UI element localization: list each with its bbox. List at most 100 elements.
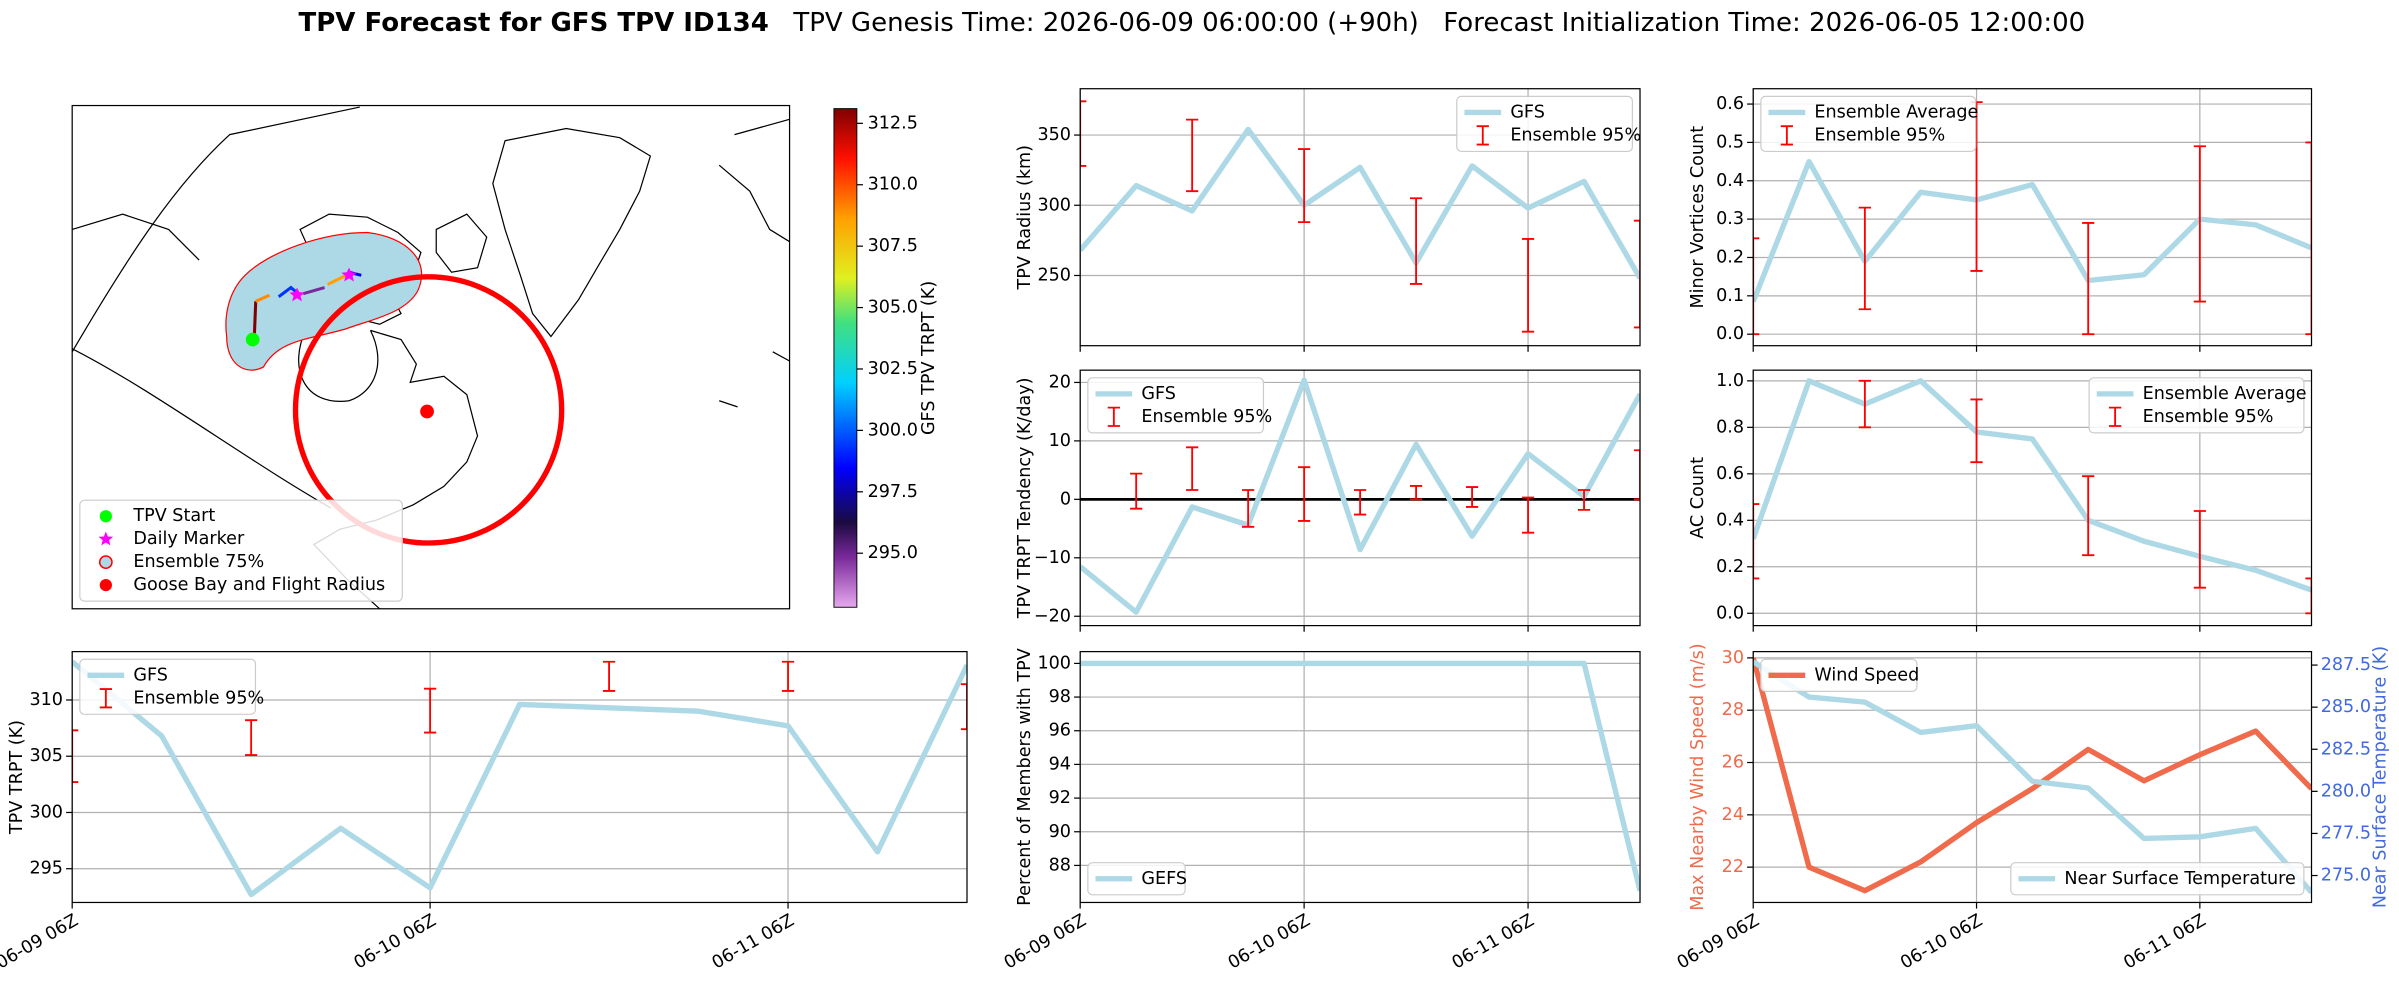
y-tick-label: 10 (1049, 431, 1071, 451)
x-tick-label: 06-09 06Z (1674, 911, 1763, 974)
x-tick-label: 06-11 06Z (1449, 911, 1538, 974)
error-bar (2082, 222, 2095, 336)
y-tick-label: 98 (1049, 687, 1071, 707)
plot-frame (1079, 88, 1641, 347)
y-tick-label: 285.0 (2321, 697, 2371, 717)
y-tick-label: 22 (1722, 857, 1744, 877)
panel: 06-09 06Z 06-10 06Z 06-11 06Z 295 300 305 310T… (0, 650, 968, 973)
error-bar (1633, 449, 1641, 501)
legend-label: Near Surface Temperature (2064, 869, 2295, 889)
plot-area (1080, 651, 1641, 903)
colorbar-tick-label: 295.0 (868, 543, 918, 563)
series-line (1753, 158, 2312, 303)
legend-label: Ensemble Average (1814, 102, 1978, 122)
legend-swatch (2108, 406, 2122, 427)
error-bar (1298, 148, 1311, 224)
error-bar (72, 729, 79, 784)
series-line (1753, 657, 2312, 894)
plot-frame (1079, 369, 1641, 627)
panel: 06-09 06Z 06-10 06Z 06-11 06Z 22 24 26 28 30 275… (1674, 643, 2390, 973)
legend-marker (98, 531, 114, 546)
series-layer (72, 659, 968, 898)
y-tick-label: 0.3 (1716, 209, 1744, 229)
legend-box (2088, 377, 2305, 434)
error-bar (2082, 475, 2095, 557)
legend-label: Ensemble 95% (2143, 407, 2274, 427)
error-bar (1130, 472, 1143, 510)
goose-bay (420, 404, 434, 419)
track (326, 273, 347, 286)
error-bar (1080, 100, 1087, 167)
legend-swatch (1107, 406, 1120, 427)
y-tick-label: 277.5 (2321, 823, 2371, 843)
colorbar-tick-label: 302.5 (868, 359, 918, 379)
legend-label: GFS (1510, 102, 1545, 122)
x-tick-label: 06-09 06Z (1001, 911, 1090, 974)
track (255, 293, 271, 303)
legend-marker (98, 555, 113, 570)
legend-label: Ensemble 95% (1814, 125, 1945, 145)
y-tick-label: 0.4 (1716, 171, 1744, 191)
y-tick-label: 92 (1049, 788, 1071, 808)
y-tick-label: 0.2 (1716, 247, 1744, 267)
flight-radius (292, 274, 565, 546)
series-layer (1753, 101, 2312, 336)
map-features (72, 106, 790, 609)
error-bar (1753, 237, 1760, 336)
error-bar (1633, 219, 1641, 329)
error-bar (1970, 398, 1983, 464)
legend-label: Ensemble 95% (1510, 125, 1641, 145)
error-bar (423, 687, 437, 734)
legend-swatch (1476, 125, 1489, 146)
error-bar (1858, 379, 1871, 429)
x-tick-label: 06-10 06Z (1225, 911, 1314, 974)
colorbar (833, 108, 858, 608)
y-axis-label: TPV TRPT (K) (7, 720, 27, 835)
legend-marker (99, 510, 112, 523)
error-bar (2305, 577, 2312, 615)
legend-label: Daily Marker (133, 529, 245, 549)
y-tick-label: 24 (1722, 805, 1744, 825)
panel: −20 −10 0 10 20 TPV TRPT Tendency (K/day) GFS E… (1015, 369, 1641, 632)
series-line (1080, 126, 1641, 280)
y-tick-label: 250 (1037, 265, 1071, 285)
daily-marker (289, 287, 305, 302)
error-bar (1186, 118, 1199, 193)
series-layer (1080, 100, 1641, 333)
plot-frame (1752, 650, 2313, 904)
legend-label: Wind Speed (1814, 665, 1919, 685)
y-tick-label: 280.0 (2321, 781, 2371, 801)
coastline (72, 106, 360, 509)
y-axis-label: Percent of Members with TPV (1015, 648, 1035, 906)
legend-label: Ensemble 75% (133, 552, 264, 572)
error-bar (2305, 141, 2312, 336)
y-tick-label: 30 (1722, 648, 1744, 668)
y-axis-label: Minor Vortices Count (1688, 126, 1708, 309)
y-tick-label: 26 (1722, 753, 1744, 773)
colorbar-tick-label: 310.0 (868, 175, 918, 195)
y-tick-label: 1.0 (1716, 371, 1744, 391)
error-bar (1465, 486, 1479, 508)
error-bar (781, 660, 795, 692)
y-tick-label: 0.6 (1716, 464, 1744, 484)
title-main: TPV Forecast for GFS TPV ID134 (299, 7, 769, 37)
y-tick-label: 0.8 (1716, 417, 1744, 437)
plot-area (1753, 651, 2312, 903)
error-bar (1521, 238, 1535, 333)
y-tick-label: −20 (1034, 606, 1071, 626)
series-line (1080, 660, 1641, 892)
colorbar-tick-label: 300.0 (868, 420, 918, 440)
colorbar-label: GFS TPV TRPT (K) (919, 281, 939, 435)
y-tick-label: 28 (1722, 700, 1744, 720)
map-overlay: 295.0 297.5 300.0 302.5 305.0 307.5 310.0 312.5… (79, 113, 939, 602)
error-bar (1353, 489, 1367, 516)
x-tick-label: 06-10 06Z (1897, 911, 1986, 974)
plot-frame (71, 650, 968, 904)
error-bar (1298, 466, 1311, 522)
y-tick-label: 282.5 (2321, 739, 2371, 759)
panel: 06-09 06Z 06-10 06Z 06-11 06Z 88 90 92 94 96 98 1… (1001, 648, 1641, 974)
colorbar-tick-label: 307.5 (868, 236, 918, 256)
plot-frame (1752, 88, 2313, 347)
ensemble-area (225, 231, 423, 371)
